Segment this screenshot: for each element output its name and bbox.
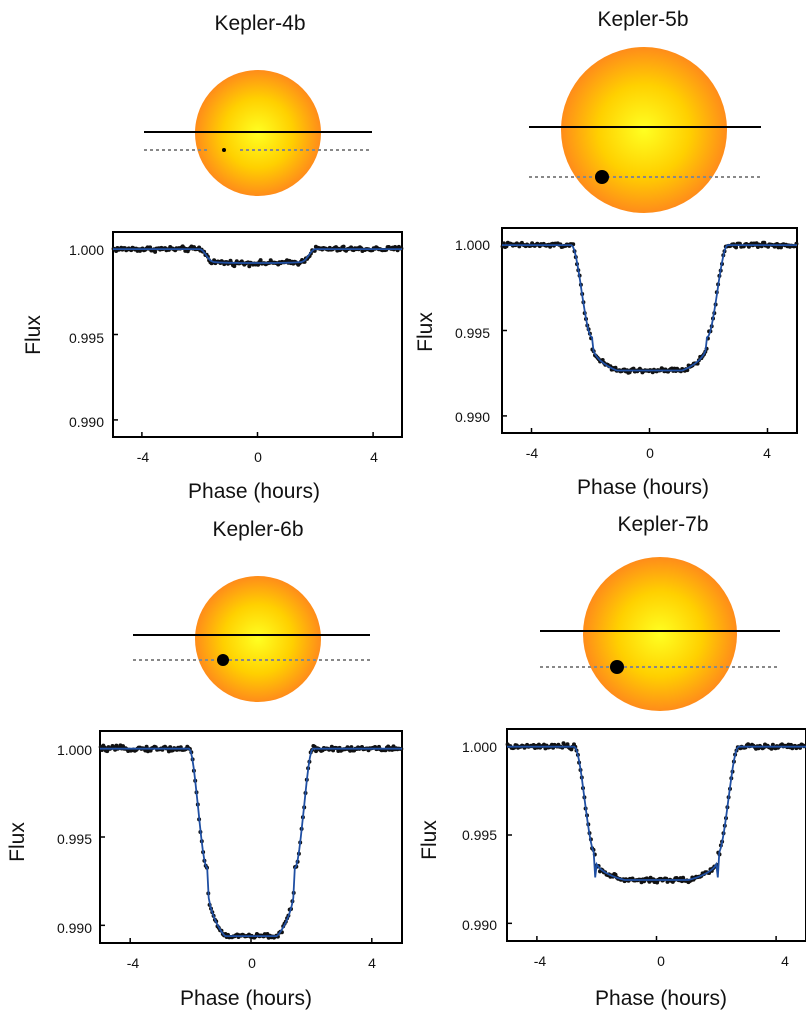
y-tick-label: 0.990 (462, 917, 497, 933)
y-tick-label: 0.995 (69, 330, 104, 346)
data-point (770, 742, 775, 747)
star-diagram (529, 47, 761, 213)
y-tick-label: 0.995 (462, 827, 497, 843)
data-point (247, 264, 252, 269)
model-fit-line (113, 248, 402, 264)
planet-disk (217, 654, 229, 666)
data-points (111, 244, 404, 269)
x-tick-label: -4 (534, 953, 547, 969)
planet-disk (595, 170, 609, 184)
star-diagram (540, 557, 780, 711)
y-tick-label: 1.000 (69, 242, 104, 258)
x-tick-label: 0 (657, 953, 665, 969)
planet-disk (610, 660, 624, 674)
y-tick-label: 1.000 (462, 739, 497, 755)
x-tick-label: -4 (526, 445, 539, 461)
light-curve-plot: 1.000 0.995 0.990 -4 0 4 Flux Phase (hou… (418, 728, 806, 1010)
panel-title: Kepler-4b (214, 12, 305, 35)
star-disk (561, 47, 727, 213)
x-axis-label: Phase (hours) (577, 476, 709, 499)
y-axis-label: Flux (414, 312, 437, 352)
x-axis-label: Phase (hours) (188, 480, 320, 503)
y-tick-label: 1.000 (57, 742, 92, 758)
model-fit-line (100, 747, 402, 937)
plot-frame (506, 728, 806, 942)
plot-frame (99, 730, 403, 944)
data-points (500, 240, 799, 375)
x-tick-label: 4 (763, 445, 771, 461)
light-curve-plot: 1.000 0.995 0.990 -4 0 4 Flux Phase (hou… (22, 231, 404, 503)
x-axis-label: Phase (hours) (180, 987, 312, 1010)
panel-title: Kepler-7b (617, 513, 708, 536)
model-fit-line (507, 745, 806, 881)
data-points (98, 743, 404, 940)
y-axis-label: Flux (418, 820, 441, 860)
data-marks (505, 741, 806, 941)
x-tick-label: 0 (254, 449, 262, 465)
y-tick-label: 0.990 (455, 409, 490, 425)
data-point (114, 743, 119, 748)
panel-kepler-7b: Kepler-7b 1.000 0.995 0.990 -4 0 4 Flux … (418, 513, 806, 1010)
data-point (144, 744, 149, 749)
panel-title: Kepler-6b (212, 518, 303, 541)
y-tick-label: 0.995 (57, 831, 92, 847)
panel-kepler-4b: Kepler-4b 1.000 0.995 0.990 -4 0 4 Flux … (22, 12, 404, 503)
planet-disk (222, 148, 226, 152)
star-disk (195, 576, 321, 702)
panel-kepler-5b: Kepler-5b 1.000 0.995 0.990 -4 0 4 Flux … (414, 8, 799, 499)
x-tick-label: 0 (248, 955, 256, 971)
data-point (341, 244, 346, 249)
plot-frame (501, 227, 798, 434)
light-curve-plot: 1.000 0.995 0.990 -4 0 4 Flux Phase (hou… (414, 227, 799, 499)
panel-kepler-6b: Kepler-6b 1.000 0.995 0.990 -4 0 4 Flux … (6, 518, 404, 1010)
x-tick-label: 4 (370, 449, 378, 465)
data-marks (111, 244, 404, 437)
data-point (258, 258, 263, 263)
star-disk (583, 557, 737, 711)
star-diagram (144, 70, 372, 196)
panel-title: Kepler-5b (597, 8, 688, 31)
data-point (153, 249, 158, 254)
model-fit-line (502, 244, 797, 372)
data-marks (500, 240, 799, 433)
x-tick-label: 0 (646, 445, 654, 461)
data-point (734, 245, 739, 250)
data-points (505, 741, 806, 885)
x-tick-label: -4 (137, 449, 150, 465)
x-tick-label: 4 (781, 953, 789, 969)
y-axis-label: Flux (6, 822, 29, 862)
x-axis-label: Phase (hours) (595, 987, 727, 1010)
star-diagram (133, 576, 370, 702)
data-marks (98, 743, 404, 943)
light-curve-plot: 1.000 0.995 0.990 -4 0 4 Flux Phase (hou… (6, 730, 404, 1010)
y-axis-label: Flux (22, 315, 45, 355)
y-tick-label: 0.995 (455, 325, 490, 341)
x-tick-label: 4 (368, 955, 376, 971)
x-tick-label: -4 (127, 955, 140, 971)
y-tick-label: 0.990 (69, 414, 104, 430)
y-tick-label: 0.990 (57, 920, 92, 936)
y-tick-label: 1.000 (455, 237, 490, 253)
